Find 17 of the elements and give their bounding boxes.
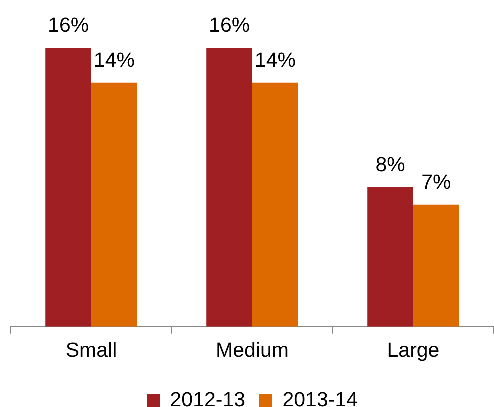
bar xyxy=(414,204,460,327)
x-tick-label: Medium xyxy=(216,338,289,362)
data-label: 8% xyxy=(376,153,406,176)
x-tick-label: Large xyxy=(387,338,440,362)
legend-label: 2013-14 xyxy=(282,388,358,407)
legend-label: 2012-13 xyxy=(170,388,246,407)
bar xyxy=(252,82,298,327)
bar xyxy=(368,187,414,327)
data-label: 16% xyxy=(48,14,90,37)
x-tick-label: Small xyxy=(66,338,118,362)
data-label: 16% xyxy=(209,14,250,37)
data-label: 14% xyxy=(94,48,135,72)
bar xyxy=(92,82,138,327)
data-label: 7% xyxy=(422,170,452,194)
data-label: 14% xyxy=(254,48,296,72)
bar xyxy=(206,48,252,327)
bar xyxy=(46,48,92,327)
